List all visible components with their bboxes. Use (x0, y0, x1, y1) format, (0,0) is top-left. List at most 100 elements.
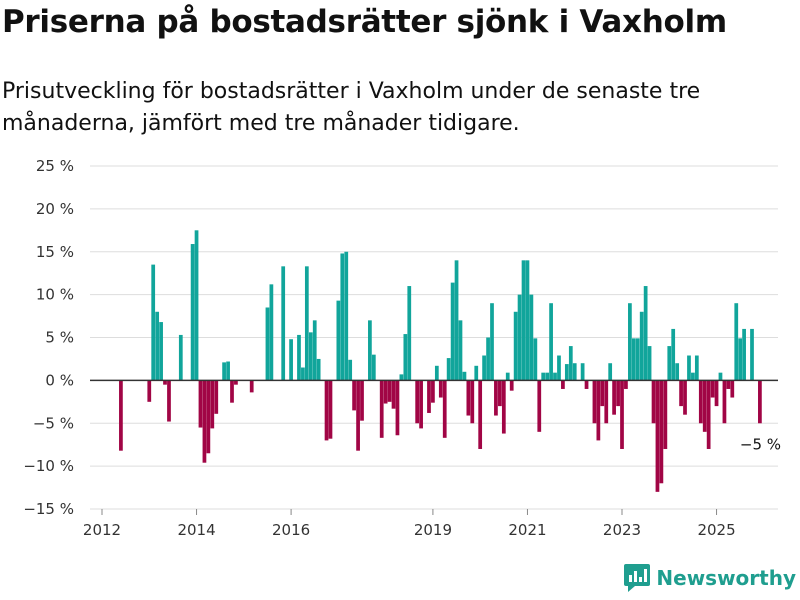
bar (438, 380, 443, 398)
bar (482, 355, 486, 381)
bar (308, 332, 313, 381)
bar (505, 372, 510, 381)
bar (631, 338, 636, 381)
bar (572, 363, 577, 381)
bar (301, 367, 305, 381)
bar (190, 244, 195, 381)
bar (494, 380, 498, 416)
bar (509, 380, 514, 391)
bar (730, 380, 735, 398)
x-tick-label: 2019 (414, 521, 452, 539)
bar (706, 380, 711, 449)
bar (407, 286, 412, 381)
bar (462, 371, 467, 381)
bar (352, 380, 356, 411)
bar (312, 320, 317, 381)
y-axis-ticks: 25 % 20 % 15 % 10 % 5 % 0 % −5 % −10 % −15 % (23, 157, 74, 518)
bar (667, 346, 672, 381)
bar (750, 328, 754, 381)
bar (399, 374, 404, 381)
bar (635, 338, 640, 381)
bar (265, 307, 270, 381)
bar (356, 380, 360, 451)
bar (304, 266, 309, 381)
y-tick-label: −15 % (23, 500, 74, 518)
bar (691, 372, 695, 381)
y-tick-label: 25 % (36, 157, 74, 175)
bars (119, 230, 762, 492)
bar-chart: 25 % 20 % 15 % 10 % 5 % 0 % −5 % −10 % −15 % 201… (23, 157, 781, 539)
bar (336, 300, 341, 381)
bar (651, 380, 656, 424)
bar (454, 260, 459, 381)
bar (340, 253, 345, 381)
bar (403, 334, 408, 381)
bar (568, 346, 573, 381)
bar (194, 230, 199, 381)
chart-title: Priserna på bostadsrätter sjönk i Vaxhol… (2, 4, 727, 40)
x-axis: 2012 2014 2016 2019 2021 2023 2025 (83, 508, 778, 539)
bar (434, 365, 439, 381)
bar (368, 320, 372, 381)
bar (486, 337, 490, 381)
bar (474, 365, 479, 381)
bar (541, 372, 546, 381)
bar (612, 380, 616, 415)
bar (230, 380, 234, 403)
bar (620, 380, 624, 449)
bar (584, 380, 589, 389)
bar (600, 380, 605, 407)
bar (478, 380, 483, 449)
bar (147, 380, 152, 402)
bar (226, 361, 230, 381)
y-tick-label: 0 % (45, 371, 74, 389)
bar (269, 284, 274, 381)
bar (431, 380, 435, 403)
bar (655, 380, 660, 492)
bar (446, 358, 451, 381)
bar (387, 380, 392, 402)
bar (249, 380, 254, 393)
bar (608, 363, 613, 381)
y-tick-label: −10 % (23, 457, 74, 475)
bar (427, 380, 431, 413)
bar (348, 359, 353, 381)
x-tick-label: 2023 (603, 521, 641, 539)
bar (671, 328, 676, 381)
bar (616, 380, 620, 407)
bar (529, 294, 534, 381)
bar (419, 380, 423, 429)
bar (557, 355, 561, 381)
bar (698, 380, 703, 424)
last-value-annotation: −5 % (740, 435, 781, 453)
bar (742, 328, 746, 381)
bar (360, 380, 364, 421)
bar (324, 380, 329, 441)
chart-subtitle: Prisutveckling för bostadsrätter i Vaxho… (2, 79, 701, 136)
bar (490, 303, 494, 381)
bar (210, 380, 215, 429)
bar (714, 380, 719, 407)
bar (289, 339, 293, 381)
bar (198, 380, 203, 428)
bar (687, 355, 691, 381)
newsworthy-brand: Newsworthy (624, 562, 796, 594)
bar (702, 380, 707, 432)
bar (383, 380, 388, 404)
y-tick-label: 5 % (45, 329, 74, 347)
bar (624, 380, 628, 389)
bar (344, 251, 349, 381)
bar (450, 282, 455, 381)
bar (738, 338, 743, 381)
bar (155, 311, 160, 381)
bar (549, 303, 553, 381)
bar (683, 380, 687, 415)
bar (206, 380, 211, 454)
brand-name: Newsworthy (656, 566, 796, 590)
bar (163, 380, 167, 385)
bar (604, 380, 609, 424)
bar (647, 346, 652, 381)
bar (151, 264, 156, 381)
bar (525, 260, 530, 381)
bar (391, 380, 396, 409)
